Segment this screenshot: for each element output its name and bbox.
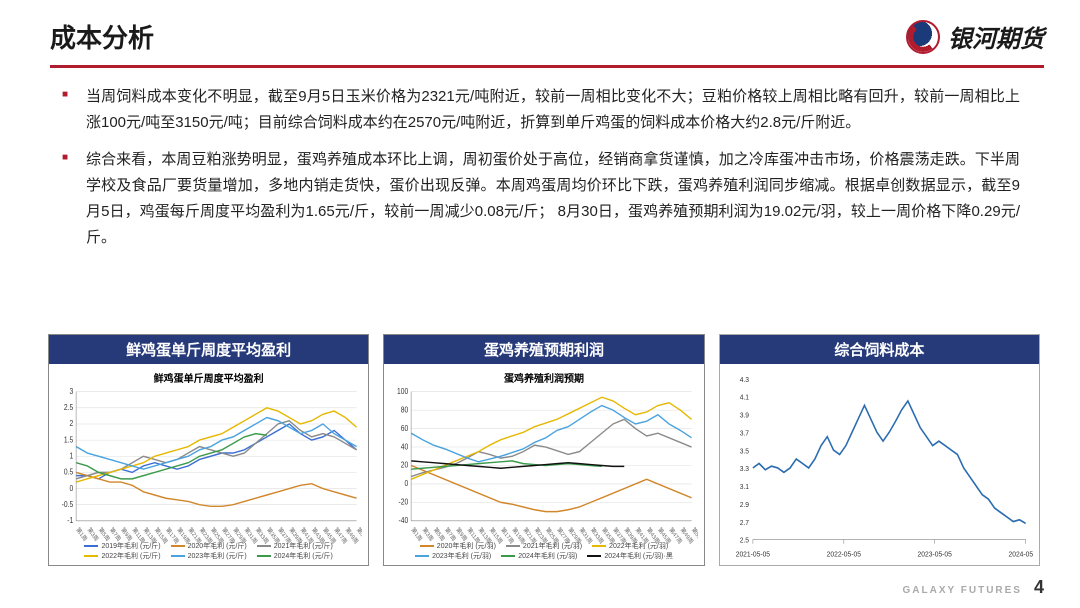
chart1-inner-title: 鲜鸡蛋单斤周度平均盈利 <box>55 370 362 385</box>
svg-text:2023-05-05: 2023-05-05 <box>917 550 951 558</box>
svg-text:第1周: 第1周 <box>410 526 424 544</box>
svg-text:2022-05-05: 2022-05-05 <box>826 550 860 558</box>
logo-mark-icon <box>906 20 940 54</box>
svg-text:-20: -20 <box>399 497 409 507</box>
svg-text:3.9: 3.9 <box>739 411 748 419</box>
svg-text:40: 40 <box>401 442 408 452</box>
svg-text:4.1: 4.1 <box>739 393 748 401</box>
svg-text:第7周: 第7周 <box>108 526 122 544</box>
svg-text:第1周: 第1周 <box>75 526 89 544</box>
svg-text:1: 1 <box>70 451 74 461</box>
svg-text:第7周: 第7周 <box>444 526 458 544</box>
svg-text:3: 3 <box>70 386 74 396</box>
svg-text:2.5: 2.5 <box>64 403 73 413</box>
chart1-title: 鲜鸡蛋单斤周度平均盈利 <box>49 335 368 364</box>
svg-text:2.9: 2.9 <box>739 501 748 509</box>
svg-text:2.5: 2.5 <box>739 536 748 544</box>
svg-text:2: 2 <box>70 419 74 429</box>
svg-text:0.5: 0.5 <box>64 467 73 477</box>
svg-text:第5周: 第5周 <box>432 526 446 544</box>
svg-text:3.5: 3.5 <box>739 447 748 455</box>
logo-text: 银河期货 <box>948 19 1044 54</box>
page-title: 成本分析 <box>50 18 154 55</box>
svg-text:0: 0 <box>405 479 409 489</box>
svg-text:1.5: 1.5 <box>64 435 73 445</box>
svg-text:60: 60 <box>401 423 408 433</box>
svg-text:100: 100 <box>397 386 408 396</box>
chart2-inner-title: 蛋鸡养殖利润预期 <box>390 370 697 385</box>
svg-text:3.7: 3.7 <box>739 429 748 437</box>
svg-text:2021-05-05: 2021-05-05 <box>735 550 769 558</box>
svg-text:第3周: 第3周 <box>421 526 435 544</box>
svg-text:第9周: 第9周 <box>120 526 134 544</box>
chart-weekly-egg-profit: 鲜鸡蛋单斤周度平均盈利 鲜鸡蛋单斤周度平均盈利 -1 -0.5 0 0.5 1 1.5 2 2… <box>48 334 369 566</box>
svg-text:第3周: 第3周 <box>86 526 100 544</box>
bullet-1: 当周饲料成本变化不明显，截至9月5日玉米价格为2321元/吨附近，较前一周相比变… <box>86 84 1020 137</box>
svg-text:4.3: 4.3 <box>739 375 748 383</box>
brand-logo: 银河期货 <box>906 19 1044 54</box>
body-text: 当周饲料成本变化不明显，截至9月5日玉米价格为2321元/吨附近，较前一周相比变… <box>0 68 1080 252</box>
bullet-2: 综合来看，本周豆粕涨势明显，蛋鸡养殖成本环比上调，周初蛋价处于高位，经销商拿货谨… <box>86 147 1020 252</box>
svg-text:2024-05-05: 2024-05-05 <box>1008 550 1033 558</box>
svg-text:-0.5: -0.5 <box>62 499 74 509</box>
svg-text:20: 20 <box>401 460 408 470</box>
svg-text:-1: -1 <box>67 516 73 526</box>
svg-text:3.3: 3.3 <box>739 465 748 473</box>
chart2-title: 蛋鸡养殖预期利润 <box>384 335 703 364</box>
chart-feed-cost: 综合饲料成本 2.5 2.7 2.9 3.1 3.3 3.5 3.7 3.9 4.1 4.3 202… <box>719 334 1040 566</box>
chart-breeding-expected-profit: 蛋鸡养殖预期利润 蛋鸡养殖利润预期 -40-20020406080100第1周第… <box>383 334 704 566</box>
svg-text:第5周: 第5周 <box>97 526 111 544</box>
svg-text:80: 80 <box>401 405 408 415</box>
svg-text:-40: -40 <box>399 516 409 526</box>
svg-text:2.7: 2.7 <box>739 518 748 526</box>
chart3-title: 综合饲料成本 <box>720 335 1039 364</box>
svg-text:0: 0 <box>70 483 74 493</box>
svg-text:第9周: 第9周 <box>455 526 469 544</box>
footer-brand: GALAXY FUTURES <box>902 585 1022 596</box>
page-number: 4 <box>1034 577 1044 598</box>
svg-text:3.1: 3.1 <box>739 483 748 491</box>
